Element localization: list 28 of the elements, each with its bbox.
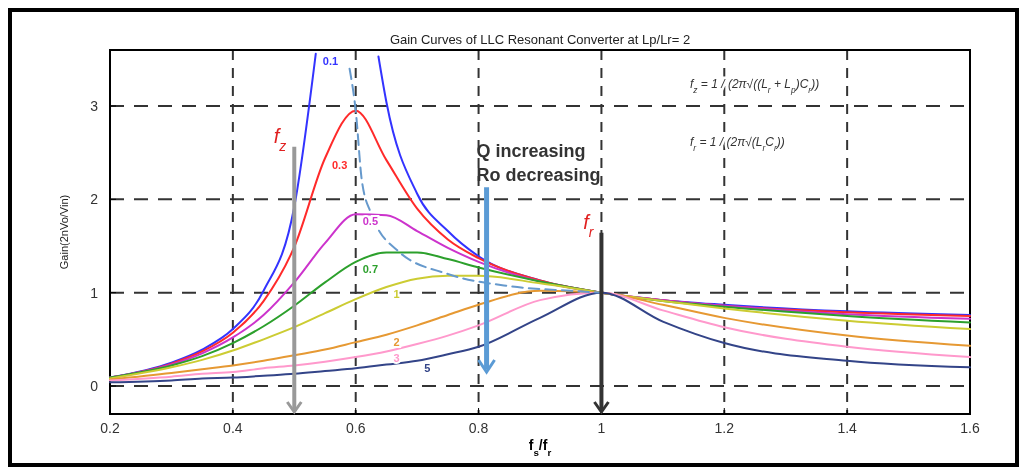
x-axis-title: f$_{s}$/f$_{r}$ — [528, 437, 552, 458]
y-tick-label: 1 — [90, 284, 99, 301]
y-axis-title: Gain(2nVo/Vin) — [58, 194, 70, 270]
chart-title: Gain Curves of LLC Resonant Converter at Lp/Lr= 2 — [389, 32, 691, 47]
series-label: 3 — [393, 352, 400, 365]
x-tick-label: 0.8 — [468, 420, 489, 436]
y-tick-label: 0 — [90, 378, 99, 394]
x-tick-label: 1.4 — [837, 420, 858, 436]
y-tick-label: 3 — [90, 98, 99, 114]
x-tick-label: 1.6 — [960, 420, 980, 436]
x-tick-label: 0.6 — [345, 420, 366, 436]
ref-line-label: f$_{z}$ — [273, 124, 287, 154]
ref-line-label: f$_{r}$ — [583, 210, 595, 240]
x-tick-label: 1.2 — [714, 420, 735, 436]
series-label: 2 — [393, 335, 400, 348]
annotation: Q increasing Ro decreasing — [476, 141, 601, 186]
x-tick-label: 1 — [597, 420, 606, 436]
x-tick-label: 0.2 — [100, 420, 120, 436]
annotation: f$_{r}$ = 1 / (2π√(L$_{r}$C$_{r}$)) — [690, 135, 785, 153]
series-label: 1 — [393, 288, 400, 301]
text: f$_{z}$ = 1 / (2π√((L$_{r}$ + L$_{p}$)C$_{r}$)) — [690, 77, 820, 95]
series-label: 5 — [424, 361, 431, 374]
y-tick-label: 2 — [90, 191, 99, 208]
x-tick-label: 0.4 — [223, 420, 243, 436]
series-label: 0.3 — [332, 159, 348, 172]
series-label: 0.1 — [322, 54, 339, 67]
line-series — [109, 251, 971, 379]
series-label: 0.7 — [362, 262, 379, 275]
